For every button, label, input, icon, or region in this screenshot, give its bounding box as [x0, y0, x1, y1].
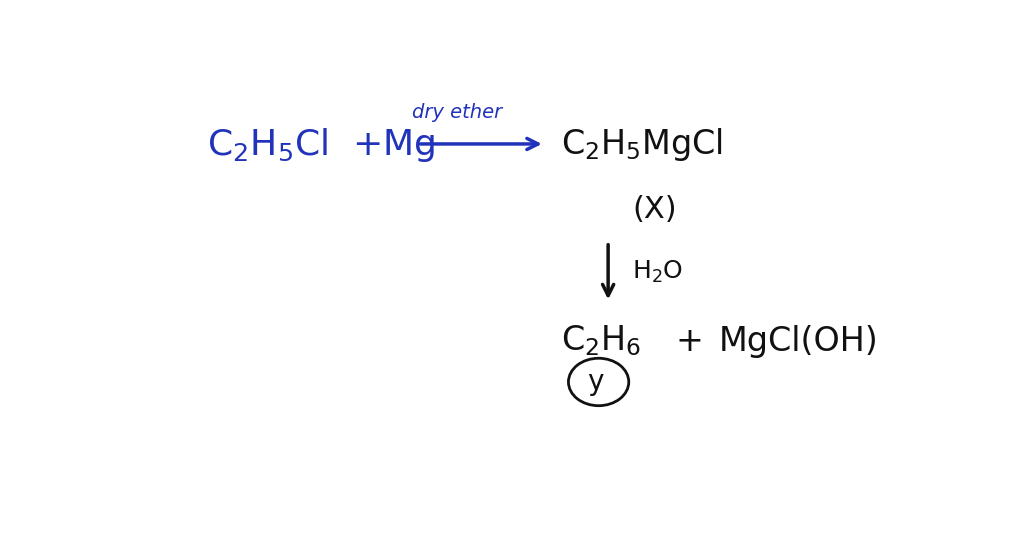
Text: C$_2$H$_5$Cl  +Mg: C$_2$H$_5$Cl +Mg — [207, 126, 436, 164]
Text: +: + — [676, 324, 703, 357]
Text: H$_2$O: H$_2$O — [632, 259, 683, 285]
Text: dry ether: dry ether — [413, 103, 503, 122]
Text: y: y — [587, 368, 603, 396]
Text: (X): (X) — [632, 195, 677, 224]
Text: MgCl(OH): MgCl(OH) — [719, 324, 879, 357]
Text: C$_2$H$_5$MgCl: C$_2$H$_5$MgCl — [560, 127, 723, 164]
Text: C$_2$H$_6$: C$_2$H$_6$ — [560, 324, 641, 358]
